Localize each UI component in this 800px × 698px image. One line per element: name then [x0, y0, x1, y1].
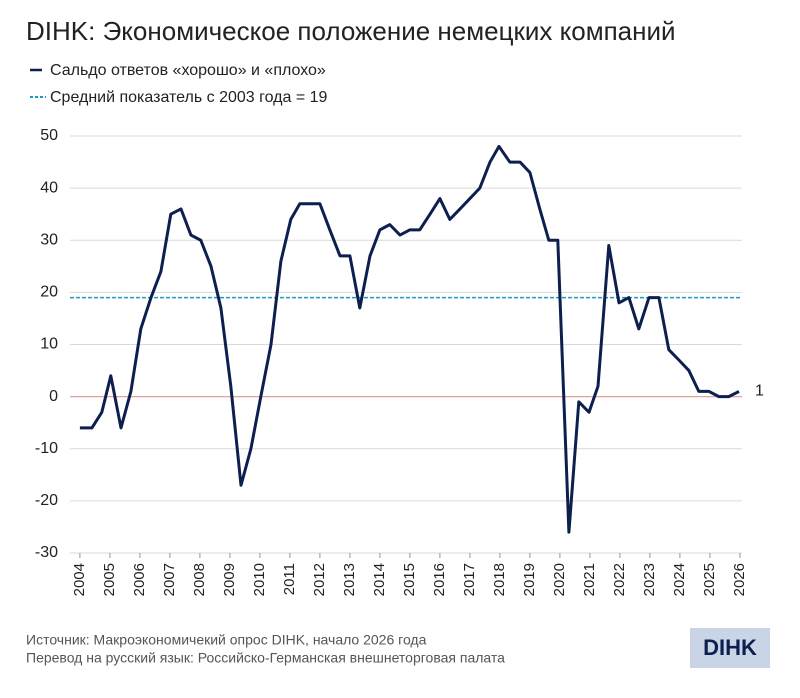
x-tick-label: 2013	[341, 563, 358, 596]
x-tick-label: 2007	[161, 563, 178, 596]
x-tick-label: 2015	[401, 563, 418, 596]
x-tick-label: 2009	[221, 563, 238, 596]
x-tick-label: 2006	[131, 563, 148, 596]
x-tick-label: 2014	[371, 563, 388, 596]
translation: Перевод на русский язык: Российско-Герма…	[26, 650, 505, 666]
x-tick-label: 2005	[101, 563, 118, 596]
series-line	[79, 144, 740, 534]
x-tick-label: 2004	[71, 563, 88, 596]
y-tick-label: 20	[40, 284, 58, 301]
end-value-label: 1	[755, 383, 764, 400]
x-tick-label: 2025	[701, 563, 718, 596]
y-tick-label: 10	[40, 336, 58, 353]
y-tick-label: -10	[35, 440, 58, 457]
legend-label: Сальдо ответов «хорошо» и «плохо»	[50, 62, 326, 79]
y-tick-label: -20	[35, 492, 58, 509]
x-tick-label: 2018	[491, 563, 508, 596]
x-tick-label: 2020	[551, 563, 568, 596]
x-tick-label: 2012	[311, 563, 328, 596]
logo-box	[690, 628, 770, 668]
source: Источник: Макроэкономичекий опрос DIHK, …	[26, 632, 427, 648]
x-tick-label: 2008	[191, 563, 208, 596]
x-tick-label: 2016	[431, 563, 448, 596]
y-tick-label: 50	[40, 127, 58, 144]
x-tick-label: 2022	[611, 563, 628, 596]
y-tick-label: -30	[35, 544, 58, 561]
x-tick-label: 2017	[461, 563, 478, 596]
x-tick-label: 2024	[671, 563, 688, 596]
y-tick-label: 0	[49, 388, 58, 405]
x-tick-label: 2026	[731, 563, 748, 596]
x-tick-label: 2011	[281, 563, 298, 595]
chart-title: DIHK: Экономическое положение немецких к…	[26, 16, 676, 46]
y-tick-label: 30	[40, 231, 58, 248]
x-tick-label: 2023	[641, 563, 658, 596]
y-tick-label: 40	[40, 179, 58, 196]
x-tick-label: 2019	[521, 563, 538, 596]
legend-label: Средний показатель с 2003 года = 19	[50, 89, 328, 106]
logo: DIHK	[703, 635, 757, 660]
x-tick-label: 2010	[251, 563, 268, 596]
x-tick-label: 2021	[581, 563, 598, 596]
